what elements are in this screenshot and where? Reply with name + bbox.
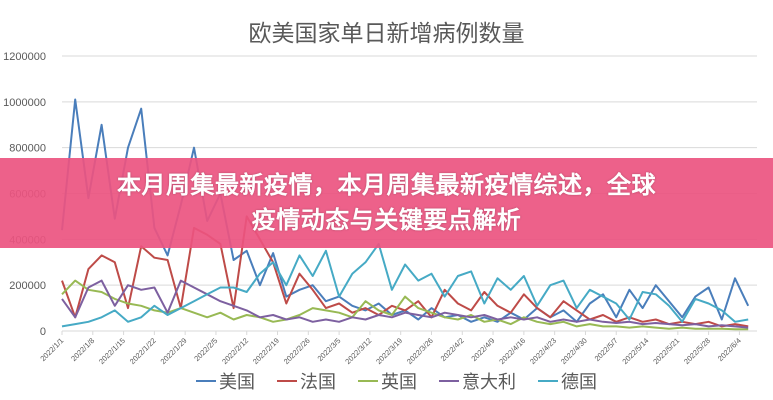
x-tick-label: 2022/4/9 [469, 336, 496, 363]
series-line-3 [61, 279, 749, 329]
legend-swatch [538, 380, 558, 382]
legend-label: 法国 [300, 372, 336, 393]
x-tick-label: 2022/1/1 [38, 336, 65, 363]
chart-title: 欧美国家单日新增病例数量 [248, 21, 525, 47]
x-tick-label: 2022/2/5 [192, 336, 219, 363]
x-tick-label: 2022/1/29 [159, 336, 189, 366]
x-tick-label: 2022/5/7 [593, 336, 620, 363]
x-tick-label: 2022/4/16 [497, 336, 527, 366]
x-tick-label: 2022/5/21 [651, 336, 681, 366]
legend-item: 德国 [538, 368, 597, 394]
legend-label: 意大利 [462, 372, 516, 393]
legend: 美国 法国 英国 意大利 德国 [0, 368, 773, 394]
legend-swatch [358, 380, 378, 382]
x-tick-label: 2022/5/14 [620, 336, 650, 366]
banner-line-2: 疫情动态与关键要点解析 [251, 206, 522, 234]
legend-label: 德国 [561, 372, 597, 393]
y-tick-label: 800000 [9, 143, 46, 155]
x-tick-label: 2022/5/28 [682, 336, 712, 366]
legend-item: 意大利 [439, 368, 516, 394]
legend-item: 英国 [358, 368, 417, 394]
y-tick-label: 1200000 [3, 51, 46, 63]
x-tick-label: 2022/6/4 [716, 336, 743, 363]
x-tick-label: 2022/2/19 [251, 336, 281, 366]
y-tick-label: 1000000 [3, 97, 46, 109]
x-tick-label: 2022/3/12 [343, 336, 373, 366]
legend-label: 美国 [219, 372, 255, 393]
x-tick-label: 2022/4/30 [559, 336, 589, 366]
x-tick-label: 2022/1/15 [97, 336, 127, 366]
x-tick-label: 2022/3/26 [405, 336, 435, 366]
x-tick-label: 2022/4/2 [439, 336, 466, 363]
x-tick-label: 2022/3/5 [316, 336, 343, 363]
x-tick-label: 2022/4/23 [528, 336, 558, 366]
banner-line-1: 本月周集最新疫情，本月周集最新疫情综述，全球 [117, 171, 656, 199]
x-tick-label: 2022/1/22 [128, 336, 158, 366]
legend-label: 英国 [381, 372, 417, 393]
x-tick-label: 2022/2/12 [220, 336, 250, 366]
legend-swatch [439, 380, 459, 382]
legend-swatch [277, 380, 297, 382]
x-tick-label: 2022/3/19 [374, 336, 404, 366]
legend-item: 美国 [196, 368, 255, 394]
x-tick-label: 2022/2/26 [282, 336, 312, 366]
x-tick-label: 2022/1/8 [69, 336, 96, 363]
legend-item: 法国 [277, 368, 336, 394]
y-tick-label: 0 [40, 326, 46, 338]
legend-swatch [196, 380, 216, 382]
y-tick-label: 200000 [9, 280, 46, 292]
headline-banner: 本月周集最新疫情，本月周集最新疫情综述，全球 疫情动态与关键要点解析 [0, 158, 773, 248]
series-line-4 [61, 242, 749, 328]
